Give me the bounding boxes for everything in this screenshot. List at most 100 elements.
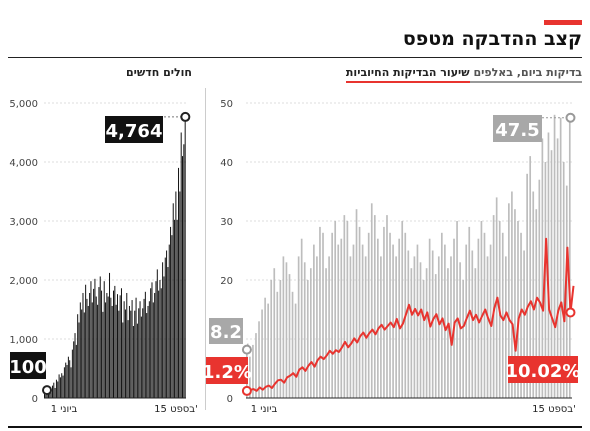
y-tick-label: 3,000 xyxy=(9,217,38,228)
tests-bar xyxy=(258,321,260,398)
tests-bar xyxy=(255,333,257,398)
tests-bar xyxy=(331,232,333,398)
case-bar xyxy=(128,305,130,398)
case-bar xyxy=(184,116,186,398)
first-value-marker xyxy=(42,385,52,396)
case-bar xyxy=(67,356,69,398)
tests-bar xyxy=(422,280,425,398)
case-bar xyxy=(175,191,177,398)
tests-last-label-box xyxy=(493,115,542,142)
tests-bar xyxy=(309,268,312,398)
tests-bar xyxy=(416,244,419,398)
page-title: קצב ההדבקה מטפס xyxy=(402,28,582,50)
tests-bar xyxy=(556,138,559,398)
tests-bar xyxy=(437,256,440,398)
tests-bar xyxy=(294,303,297,398)
tests-first-label: 8.2 xyxy=(210,322,242,343)
rate-last-label: 10.02% xyxy=(506,361,581,382)
tests-bar xyxy=(520,232,522,398)
y-tick-label: 5,000 xyxy=(9,99,38,110)
case-bar xyxy=(139,301,141,398)
case-bar xyxy=(106,292,108,398)
case-bar xyxy=(178,167,180,398)
y-tick-label: 20 xyxy=(220,276,233,287)
tests-bar xyxy=(434,274,437,398)
case-bar xyxy=(111,305,113,398)
case-bar xyxy=(44,392,45,398)
tests-bar xyxy=(444,244,446,398)
case-bar xyxy=(71,349,73,398)
x-date-end: 15 בספט' xyxy=(532,404,576,415)
case-bar xyxy=(170,226,172,398)
case-bar xyxy=(158,290,160,398)
x-date-end: 15 בספט' xyxy=(154,404,198,415)
tests-bar xyxy=(550,150,553,398)
case-bar xyxy=(160,288,162,398)
case-bar xyxy=(134,310,136,398)
y-tick-label: 2,000 xyxy=(9,276,38,287)
tests-bar xyxy=(361,244,364,398)
case-bar xyxy=(132,326,134,398)
tests-bar xyxy=(450,256,452,398)
case-bar xyxy=(101,290,103,398)
tests-bar xyxy=(252,344,254,398)
case-bar xyxy=(164,257,166,398)
case-bar xyxy=(103,281,105,398)
tests-bar xyxy=(428,238,431,398)
new-cases-chart: 5,000 4,000 3,000 2,000 1,000 0 1 ביוני 15 בספט… xyxy=(9,99,198,415)
tests-last-marker xyxy=(565,112,576,123)
tests-bar xyxy=(489,244,492,398)
tests-bar xyxy=(559,117,562,398)
tests-bar xyxy=(529,156,532,398)
tests-bar xyxy=(413,256,416,398)
case-bar xyxy=(163,276,165,398)
case-bar xyxy=(65,362,67,398)
tests-bar xyxy=(501,232,504,398)
rate-last-marker xyxy=(565,307,576,318)
tests-bar xyxy=(358,226,361,398)
case-bar xyxy=(162,262,164,398)
tests-bar xyxy=(486,256,489,398)
case-bar xyxy=(154,292,156,398)
case-bar xyxy=(168,244,170,398)
case-bar xyxy=(57,381,59,398)
case-bar xyxy=(182,156,184,398)
tests-bar xyxy=(410,268,413,398)
tests-bar xyxy=(447,268,449,398)
case-bar xyxy=(148,301,150,398)
case-bar xyxy=(159,280,161,398)
tests-bar xyxy=(383,226,385,398)
case-bar xyxy=(116,294,118,398)
tests-bar xyxy=(514,209,516,398)
case-bar xyxy=(136,323,138,398)
case-bar xyxy=(91,302,93,398)
case-bar xyxy=(180,132,182,398)
y-tick-label: 30 xyxy=(220,217,233,228)
case-bar xyxy=(94,278,96,398)
tests-bar xyxy=(373,215,376,398)
case-bar xyxy=(166,250,168,398)
tests-bar xyxy=(538,179,541,398)
case-bar xyxy=(171,235,173,398)
tests-bar xyxy=(325,268,327,398)
case-bar xyxy=(130,310,132,398)
tests-bar xyxy=(492,215,495,398)
case-bar xyxy=(120,288,122,398)
case-bar xyxy=(93,288,95,398)
case-bar xyxy=(140,316,142,398)
case-bar xyxy=(95,296,97,398)
tests-bar xyxy=(541,138,544,398)
case-bar xyxy=(107,296,109,398)
tests-bar xyxy=(367,232,370,398)
case-bar xyxy=(81,309,83,398)
case-bar xyxy=(49,392,51,398)
tests-bar xyxy=(398,238,401,398)
case-bar xyxy=(118,310,120,398)
tests-bar xyxy=(517,221,519,398)
case-bar xyxy=(172,203,174,398)
tests-bar xyxy=(340,238,343,398)
case-bar xyxy=(89,292,91,398)
rate-first-label-box xyxy=(206,357,248,384)
